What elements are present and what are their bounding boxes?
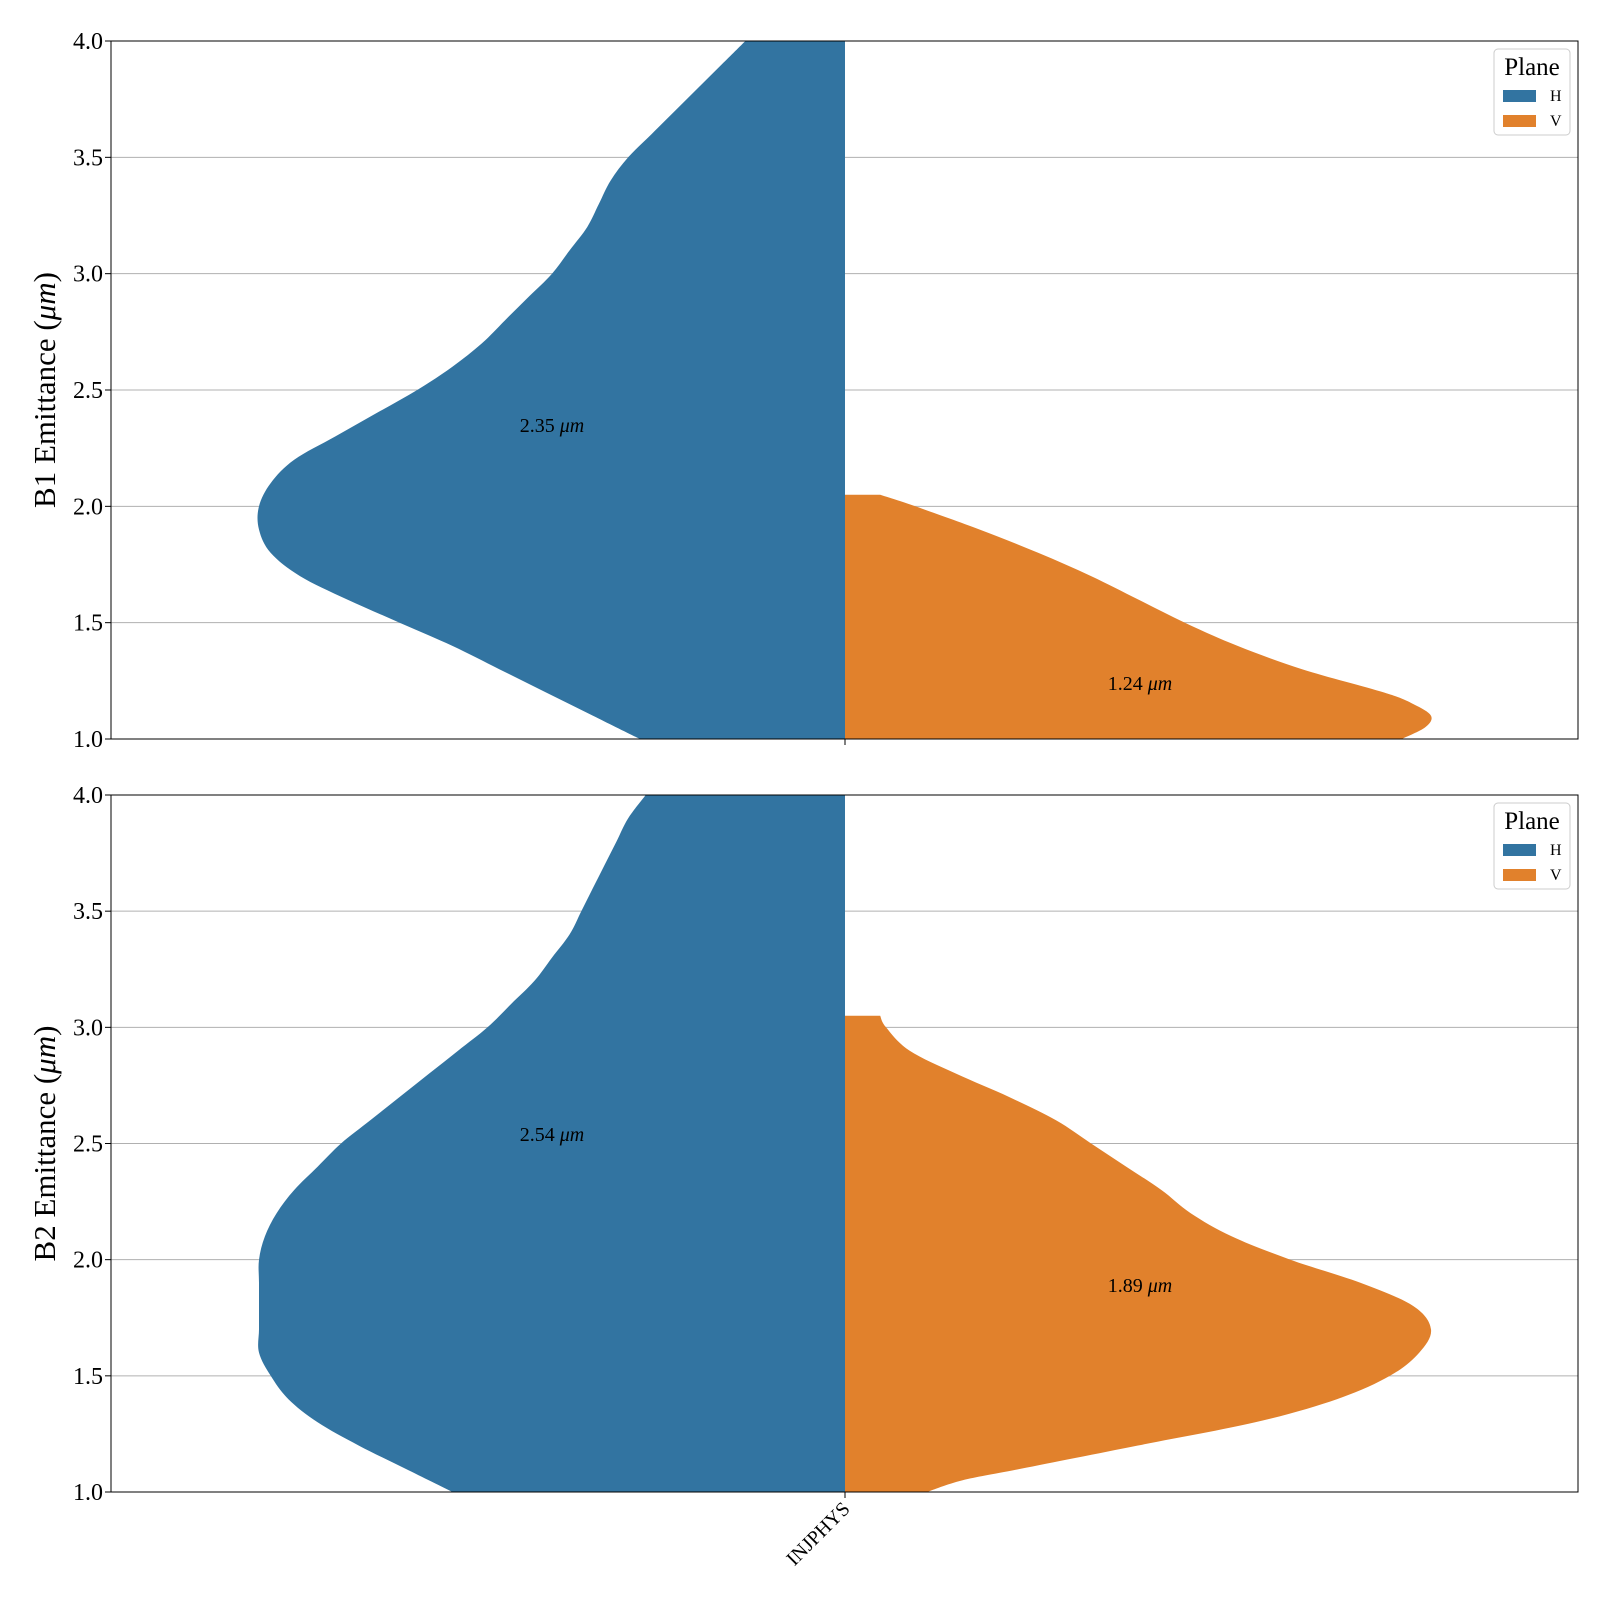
legend: Plane HV xyxy=(1493,48,1571,136)
y-tick-label: 2.0 xyxy=(73,494,103,520)
violin-V xyxy=(845,494,1432,739)
y-tick-label: 3.5 xyxy=(73,899,103,925)
y-tick-label: 4.0 xyxy=(73,783,103,809)
median-label-V: 1.24 μm xyxy=(1108,673,1172,695)
legend: Plane HV xyxy=(1493,802,1571,890)
violin-H xyxy=(257,41,845,739)
violin-V xyxy=(845,1015,1432,1492)
y-tick-label: 2.5 xyxy=(73,1132,103,1158)
chart-panel-1: 1.0 1.5 2.0 2.5 3.0 3.5 4.0 2.35 μm 1.24 μm B1 Em… xyxy=(27,29,1579,753)
y-tick-label: 1.5 xyxy=(73,1364,103,1390)
violin-H xyxy=(258,795,846,1492)
legend-label-H: H xyxy=(1550,842,1562,859)
legend-swatch-H xyxy=(1503,844,1536,856)
violin-group xyxy=(258,795,1432,1492)
y-tick-label: 3.0 xyxy=(73,262,103,288)
y-tick-label: 3.0 xyxy=(73,1015,103,1041)
legend-label-V: V xyxy=(1550,867,1562,884)
y-tick-label: 2.0 xyxy=(73,1248,103,1274)
y-tick-label: 1.0 xyxy=(73,1480,103,1506)
y-tick-label: 2.5 xyxy=(73,378,103,404)
legend-swatch-V xyxy=(1503,115,1536,127)
y-tick-label: 1.0 xyxy=(73,727,103,753)
y-tick-label: 1.5 xyxy=(73,611,103,637)
chart-panel-2: 1.0 1.5 2.0 2.5 3.0 3.5 4.0 2.54 μm 1.89 μm B2 Em… xyxy=(27,783,1579,1570)
median-label-H: 2.54 μm xyxy=(520,1124,584,1146)
legend-swatch-H xyxy=(1503,90,1536,102)
x-tick-label: INJPHYS xyxy=(782,1498,854,1570)
legend-title: Plane xyxy=(1504,54,1560,81)
legend-label-V: V xyxy=(1550,113,1562,130)
median-label-V: 1.89 μm xyxy=(1108,1275,1172,1297)
median-label-H: 2.35 μm xyxy=(520,415,584,437)
legend-label-H: H xyxy=(1550,88,1562,105)
legend-swatch-V xyxy=(1503,869,1536,881)
violin-group xyxy=(257,41,1432,739)
legend-title: Plane xyxy=(1504,808,1560,835)
y-axis-label: B2 Emittance (μm) xyxy=(27,1026,62,1262)
y-tick-label: 4.0 xyxy=(73,29,103,55)
y-tick-label: 3.5 xyxy=(73,145,103,171)
y-axis-label: B1 Emittance (μm) xyxy=(27,272,62,508)
